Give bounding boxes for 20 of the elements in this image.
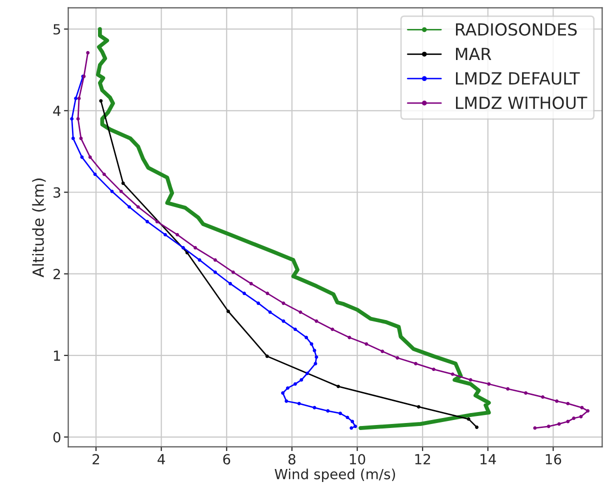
x-axis-title: Wind speed (m/s) xyxy=(274,468,396,482)
x-tick-label: 2 xyxy=(92,454,100,464)
x-tick-label: 10 xyxy=(350,454,366,465)
legend-label: RADIOSONDES xyxy=(456,23,577,36)
x-tick-label: 4 xyxy=(158,454,165,464)
legend-label: MAR xyxy=(456,48,492,60)
legend-label: LMDZ WITHOUT xyxy=(456,96,588,110)
y-axis-title: Altitude (km) xyxy=(32,178,46,278)
y-tick-label: 1 xyxy=(54,350,60,361)
x-tick-label: 16 xyxy=(546,454,562,465)
y-tick-label: 5 xyxy=(54,24,60,35)
x-tick-label: 8 xyxy=(288,454,296,465)
x-tick-label: 14 xyxy=(480,454,496,464)
legend-label: LMDZ DEFAULT xyxy=(456,72,580,85)
y-tick-label: 0 xyxy=(53,432,60,442)
y-tick-label: 4 xyxy=(53,106,61,116)
y-tick-label: 3 xyxy=(54,187,60,198)
x-tick-label: 6 xyxy=(223,454,230,465)
y-tick-label: 2 xyxy=(53,268,60,280)
x-tick-label: 12 xyxy=(415,454,430,464)
